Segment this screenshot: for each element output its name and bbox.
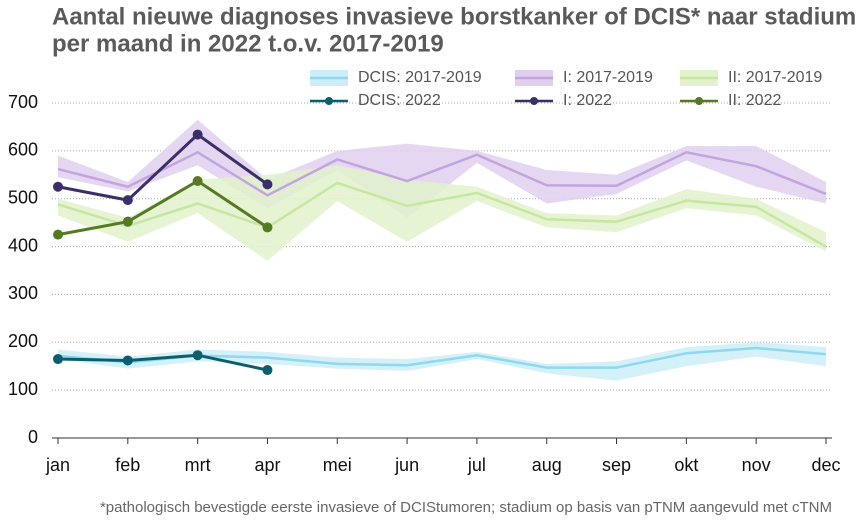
point (122, 195, 133, 206)
legend-swatch (530, 97, 538, 105)
x-tick-label: aug (532, 455, 562, 475)
point (53, 354, 63, 365)
line (57, 150, 827, 197)
point (53, 181, 63, 192)
x-tick-label: jun (394, 455, 419, 475)
x-tick-label: okt (674, 455, 698, 475)
x-tick-label: dec (811, 455, 840, 475)
line (57, 179, 269, 237)
chart-title: per maand in 2022 t.o.v. 2017-2019 (52, 30, 444, 57)
legend-label: I: 2017-2019 (563, 69, 653, 86)
x-tick-label: nov (742, 455, 771, 475)
line (57, 132, 269, 202)
y-tick-label: 100 (8, 379, 38, 399)
x-tick-label: mei (323, 455, 352, 475)
y-tick-label: 600 (8, 140, 38, 160)
x-tick-label: jan (45, 455, 70, 475)
x-tick-label: mrt (185, 455, 211, 475)
line (57, 353, 268, 372)
legend-label: DCIS: 2017-2019 (358, 69, 482, 86)
legend-swatch (325, 97, 333, 105)
legend-label: II: 2022 (728, 92, 781, 109)
y-tick-label: 0 (28, 427, 38, 447)
point (262, 222, 273, 233)
x-tick-label: jul (467, 455, 486, 475)
point (122, 216, 133, 227)
band (58, 165, 826, 261)
point (192, 129, 203, 140)
legend-label: II: 2017-2019 (728, 69, 822, 86)
footnote: *pathologisch bevestigde eerste invasiev… (100, 499, 832, 516)
y-tick-label: 700 (8, 92, 38, 112)
legend-label: I: 2022 (563, 92, 612, 109)
line (57, 181, 827, 248)
point (53, 229, 63, 240)
legend-label: DCIS: 2022 (358, 92, 441, 109)
y-tick-label: 400 (8, 235, 38, 255)
point (192, 176, 203, 187)
x-tick-label: feb (115, 455, 140, 475)
point (192, 350, 203, 361)
legend-swatch (695, 97, 703, 105)
x-tick-label: sep (602, 455, 631, 475)
chart-title: Aantal nieuwe diagnoses invasieve borstk… (52, 3, 856, 30)
y-tick-label: 500 (8, 187, 38, 207)
point (122, 355, 133, 366)
y-tick-label: 200 (8, 331, 38, 351)
y-tick-label: 300 (8, 283, 38, 303)
x-tick-label: apr (254, 455, 280, 475)
point (262, 365, 273, 376)
point (262, 179, 273, 190)
